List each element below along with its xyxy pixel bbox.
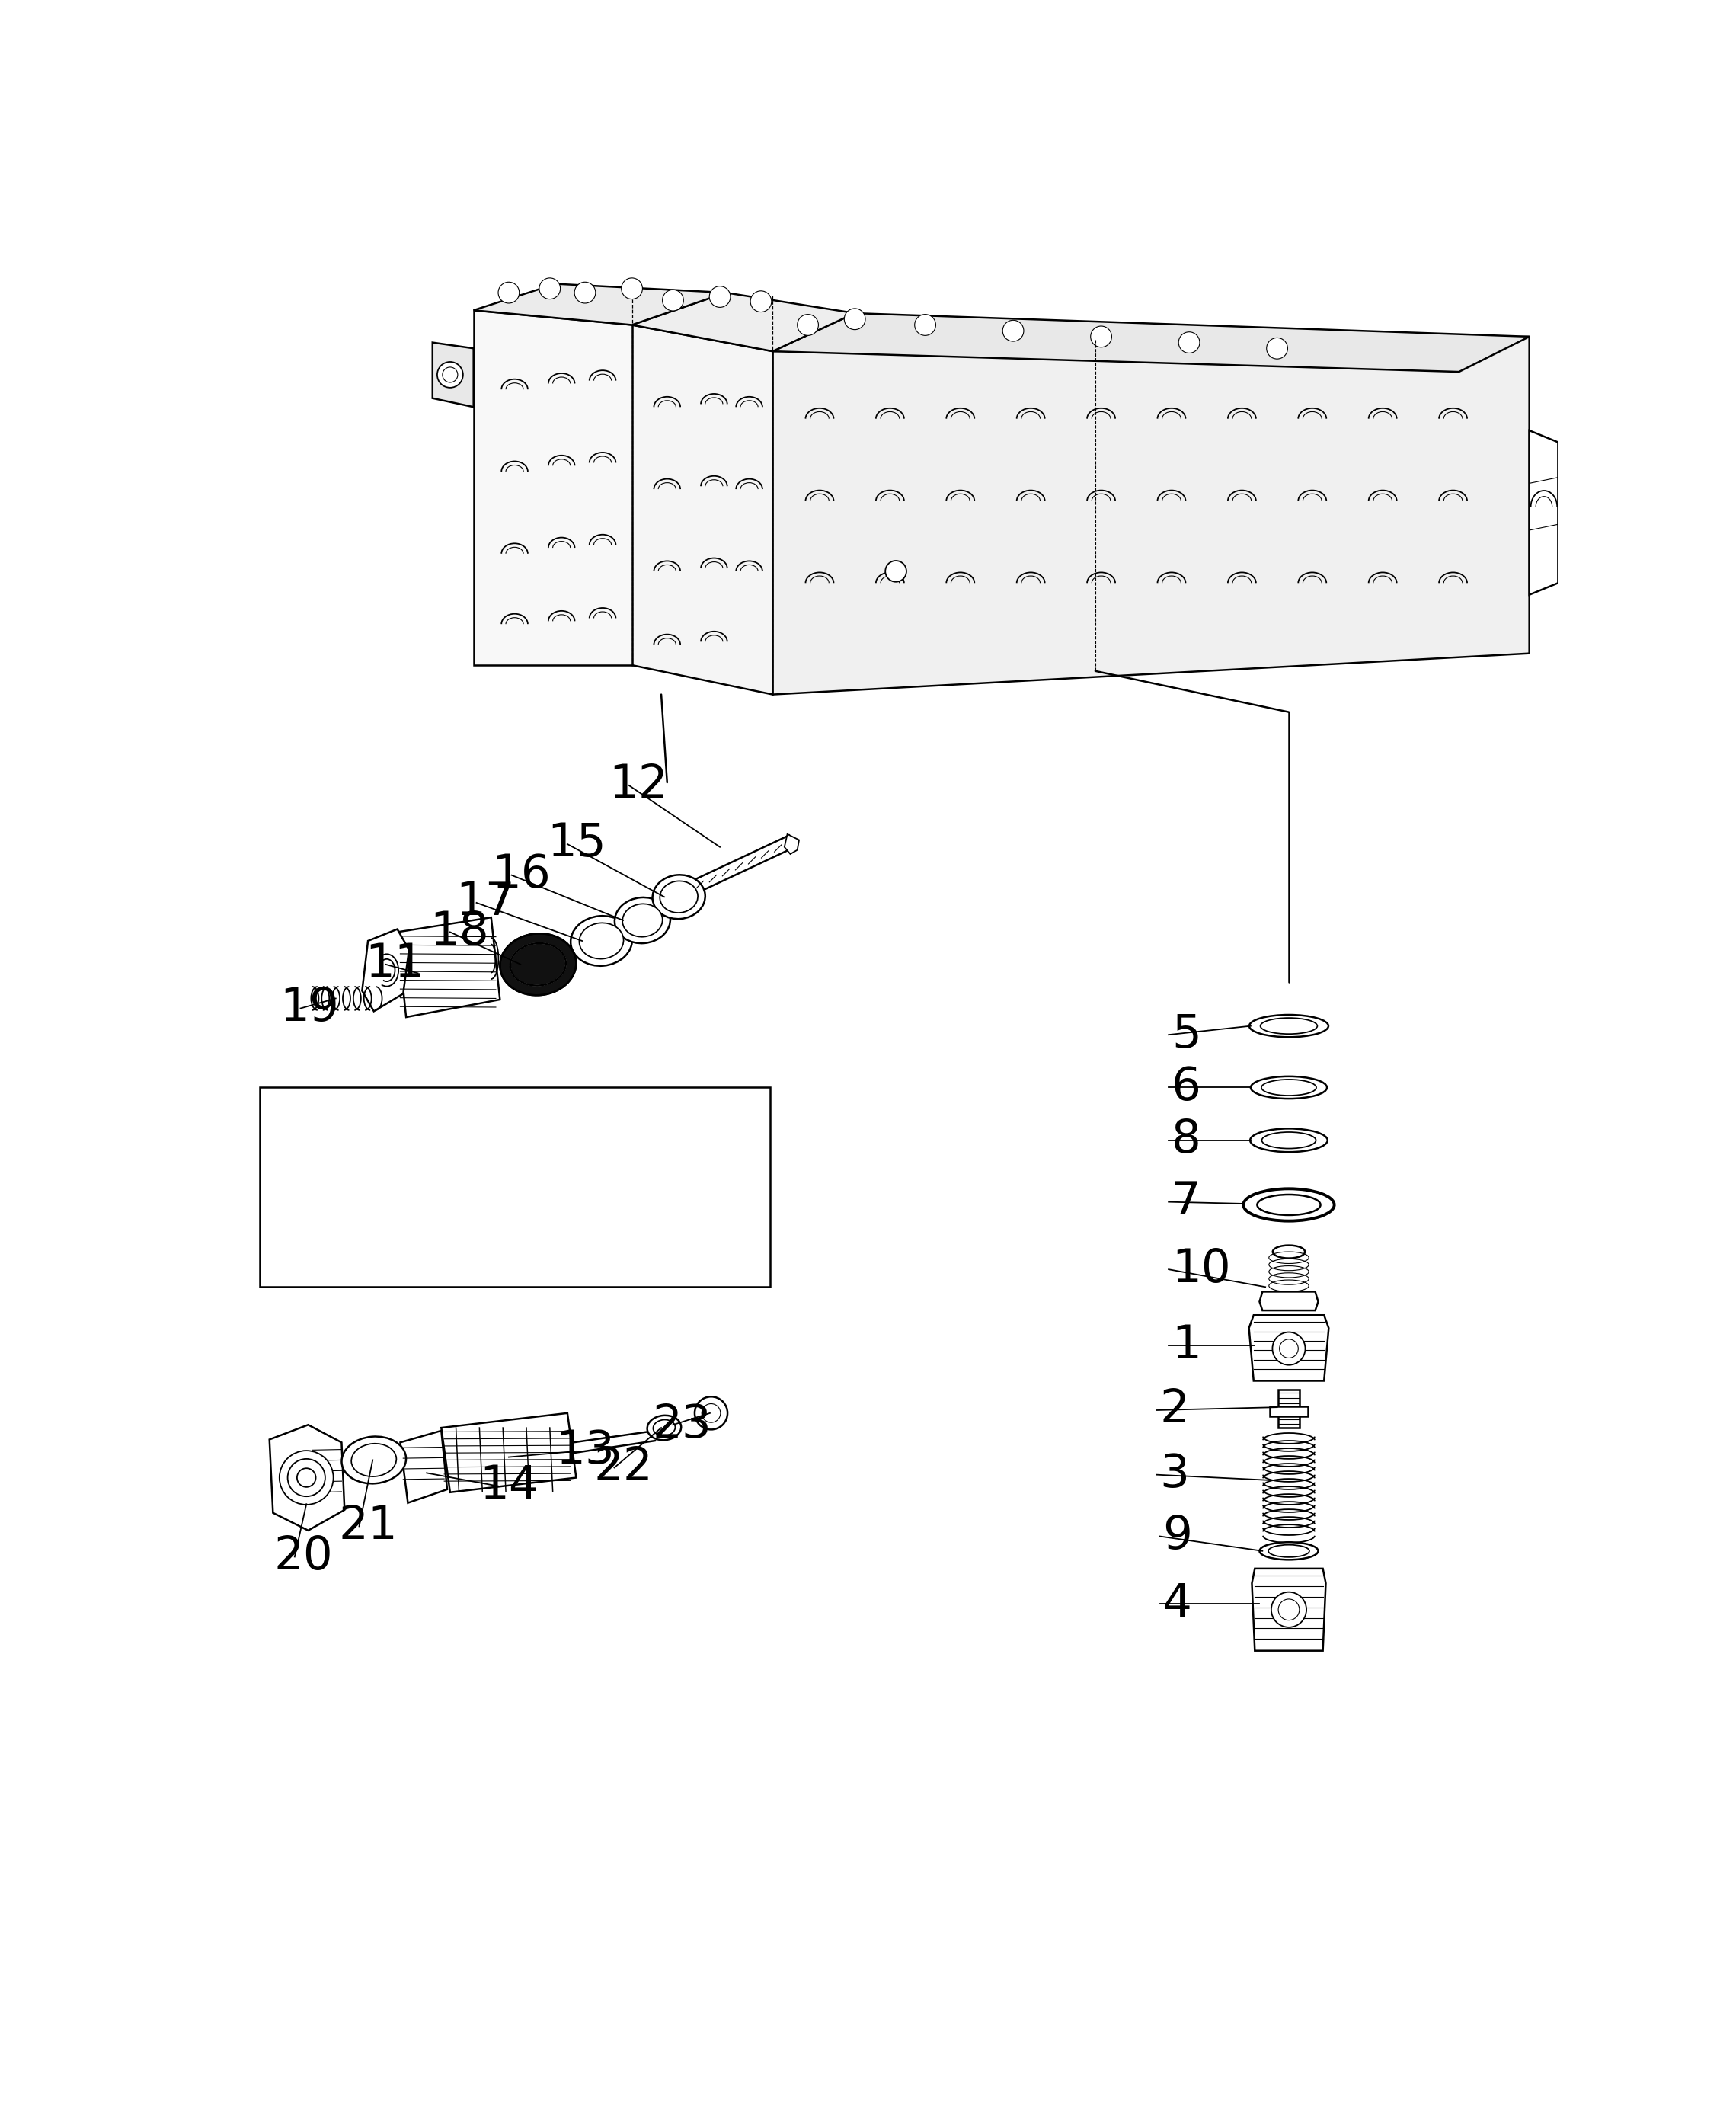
Circle shape [540,278,561,299]
Text: 14: 14 [479,1463,538,1508]
Text: 16: 16 [491,853,550,897]
Text: 7: 7 [1172,1179,1201,1224]
Text: 9: 9 [1163,1514,1193,1559]
Circle shape [1003,320,1024,341]
Text: 4: 4 [1163,1582,1193,1627]
Circle shape [844,308,865,329]
Circle shape [710,286,731,308]
Polygon shape [269,1425,344,1531]
Circle shape [1267,337,1288,358]
Polygon shape [773,314,1529,371]
Polygon shape [785,834,799,855]
Text: 18: 18 [429,910,490,954]
Circle shape [288,1459,325,1497]
Ellipse shape [1250,1075,1326,1099]
Ellipse shape [1269,1544,1309,1557]
Circle shape [663,291,684,312]
Ellipse shape [1250,1128,1328,1152]
Text: 22: 22 [594,1444,653,1491]
Ellipse shape [648,1415,681,1440]
Ellipse shape [653,1419,675,1436]
Ellipse shape [1262,1080,1316,1097]
Circle shape [498,282,519,303]
Circle shape [297,1468,316,1487]
Ellipse shape [342,1436,406,1483]
Bar [259,1088,769,1287]
Text: 15: 15 [547,821,606,867]
Ellipse shape [615,897,670,944]
Polygon shape [1260,1292,1318,1311]
Circle shape [1271,1593,1307,1627]
Polygon shape [694,836,795,891]
Text: 6: 6 [1172,1065,1201,1109]
Ellipse shape [660,880,698,912]
Text: 23: 23 [653,1402,712,1447]
Circle shape [621,278,642,299]
Ellipse shape [571,916,632,965]
Circle shape [279,1451,333,1504]
Circle shape [1278,1599,1300,1620]
Ellipse shape [1260,1542,1318,1559]
Circle shape [443,367,458,382]
Text: 8: 8 [1172,1118,1201,1162]
Ellipse shape [653,874,705,918]
Ellipse shape [1262,1133,1316,1150]
Ellipse shape [500,933,576,995]
Circle shape [1279,1338,1299,1357]
Text: 2: 2 [1160,1387,1189,1432]
Polygon shape [401,1432,448,1504]
Ellipse shape [580,923,623,959]
Text: 20: 20 [274,1533,333,1580]
Ellipse shape [351,1444,396,1476]
Polygon shape [474,310,632,666]
Text: 3: 3 [1160,1453,1189,1497]
Text: 1: 1 [1172,1324,1201,1368]
Text: 5: 5 [1172,1012,1201,1056]
Circle shape [797,314,818,335]
Polygon shape [1271,1406,1307,1417]
Circle shape [437,363,464,388]
Circle shape [575,282,595,303]
Circle shape [750,291,771,312]
Ellipse shape [623,904,663,937]
Polygon shape [1248,1315,1328,1381]
Polygon shape [773,337,1529,694]
Polygon shape [1529,431,1559,594]
Polygon shape [398,918,500,1018]
Polygon shape [632,293,854,352]
Polygon shape [632,325,773,694]
Polygon shape [1252,1570,1326,1650]
Polygon shape [474,284,726,325]
Circle shape [701,1404,720,1423]
Circle shape [1272,1332,1305,1366]
Circle shape [885,560,906,581]
Polygon shape [363,929,410,1012]
Text: 19: 19 [279,986,339,1031]
Ellipse shape [1260,1018,1318,1033]
Polygon shape [1278,1389,1300,1427]
Text: 17: 17 [457,880,516,925]
Circle shape [915,314,936,335]
Circle shape [694,1398,727,1430]
Circle shape [1090,327,1111,348]
Polygon shape [432,341,474,407]
Text: 11: 11 [365,942,424,986]
Circle shape [1179,333,1200,352]
Text: 12: 12 [608,764,668,808]
Text: 13: 13 [556,1430,615,1474]
Ellipse shape [1250,1014,1328,1037]
Text: 21: 21 [339,1504,398,1548]
Polygon shape [441,1413,576,1493]
Text: 10: 10 [1172,1247,1231,1292]
